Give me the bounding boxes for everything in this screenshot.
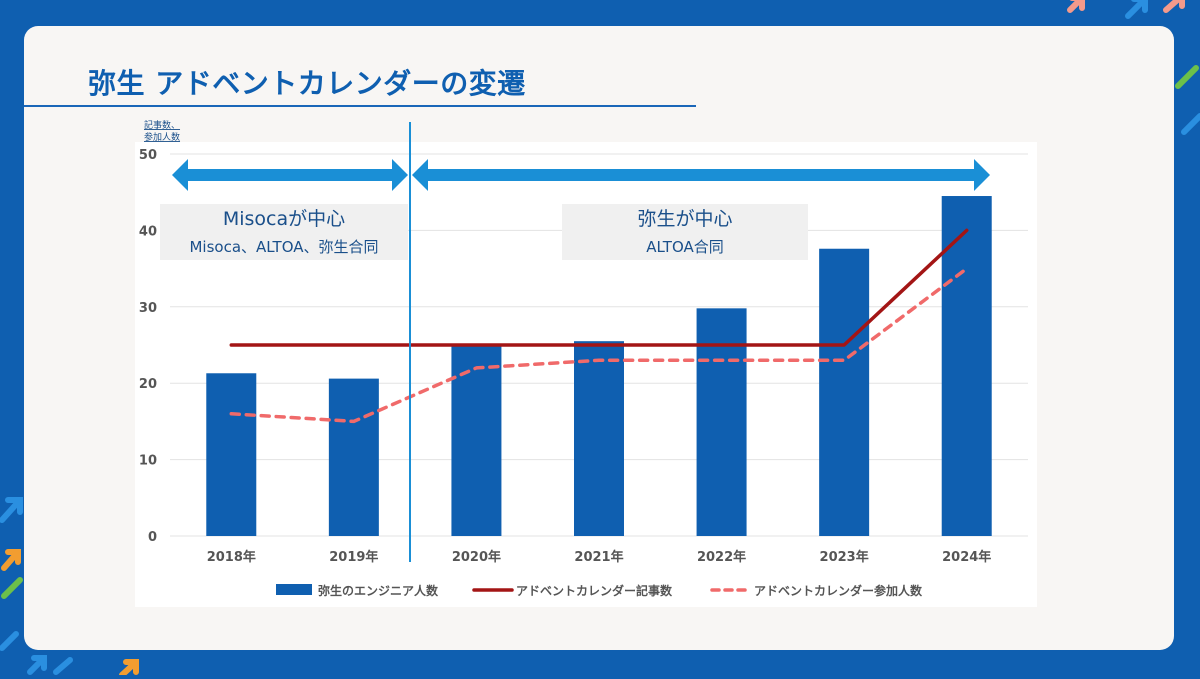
- bar: [574, 341, 624, 536]
- bar: [819, 248, 870, 536]
- period-annotations: Misocaが中心 Misoca、ALTOA、弥生合同 弥生が中心 ALTOA合同: [160, 122, 990, 562]
- period-main-label: Misocaが中心: [223, 208, 345, 230]
- legend: 弥生のエンジニア人数 アドベントカレンダー記事数 アドベントカレンダー参加人数: [276, 583, 923, 598]
- y-axis-label-line: 記事数、: [144, 119, 180, 131]
- y-axis-label-line: 参加人数: [144, 131, 180, 143]
- period-double-arrow: [172, 159, 408, 191]
- y-tick-label: 10: [139, 454, 157, 469]
- x-axis-ticks: 2018年 2019年 2020年 2021年 2022年 2023年 2024年: [207, 549, 992, 565]
- period-sub-label: ALTOA合同: [646, 238, 724, 256]
- bar: [206, 373, 257, 536]
- y-tick-label: 40: [139, 224, 157, 239]
- title-underline: [24, 105, 696, 107]
- bar-series: [206, 196, 992, 536]
- bar: [328, 378, 379, 536]
- bar: [451, 345, 502, 536]
- article-count-line: [229, 228, 969, 347]
- x-tick-label: 2020年: [452, 549, 501, 565]
- y-tick-label: 30: [139, 301, 157, 316]
- x-tick-label: 2023年: [820, 549, 869, 565]
- legend-swatch: [276, 584, 312, 595]
- y-tick-label: 0: [148, 530, 157, 545]
- x-tick-label: 2022年: [697, 549, 746, 565]
- bar: [941, 196, 992, 536]
- participant-count-line: [229, 266, 969, 424]
- y-axis-ticks: 0 10 20 30 40 50: [139, 148, 157, 545]
- period-double-arrow: [412, 159, 990, 191]
- period-label-box: [562, 204, 808, 260]
- x-tick-label: 2021年: [574, 549, 623, 565]
- y-axis-label: 記事数、参加人数: [144, 119, 180, 143]
- y-tick-label: 50: [139, 148, 157, 163]
- slide-title: 弥生 アドベントカレンダーの変遷: [88, 67, 526, 100]
- x-tick-label: 2018年: [207, 549, 256, 565]
- period-main-label: 弥生が中心: [637, 208, 732, 230]
- x-tick-label: 2019年: [329, 549, 378, 565]
- x-tick-label: 2024年: [942, 549, 991, 565]
- legend-label: アドベントカレンダー参加人数: [754, 583, 923, 598]
- period-label-box: [160, 204, 408, 260]
- line-series: [229, 228, 969, 424]
- bar: [696, 308, 747, 536]
- legend-label: アドベントカレンダー記事数: [516, 583, 673, 598]
- y-tick-label: 20: [139, 377, 157, 392]
- period-sub-label: Misoca、ALTOA、弥生合同: [189, 238, 378, 256]
- legend-label: 弥生のエンジニア人数: [318, 583, 439, 598]
